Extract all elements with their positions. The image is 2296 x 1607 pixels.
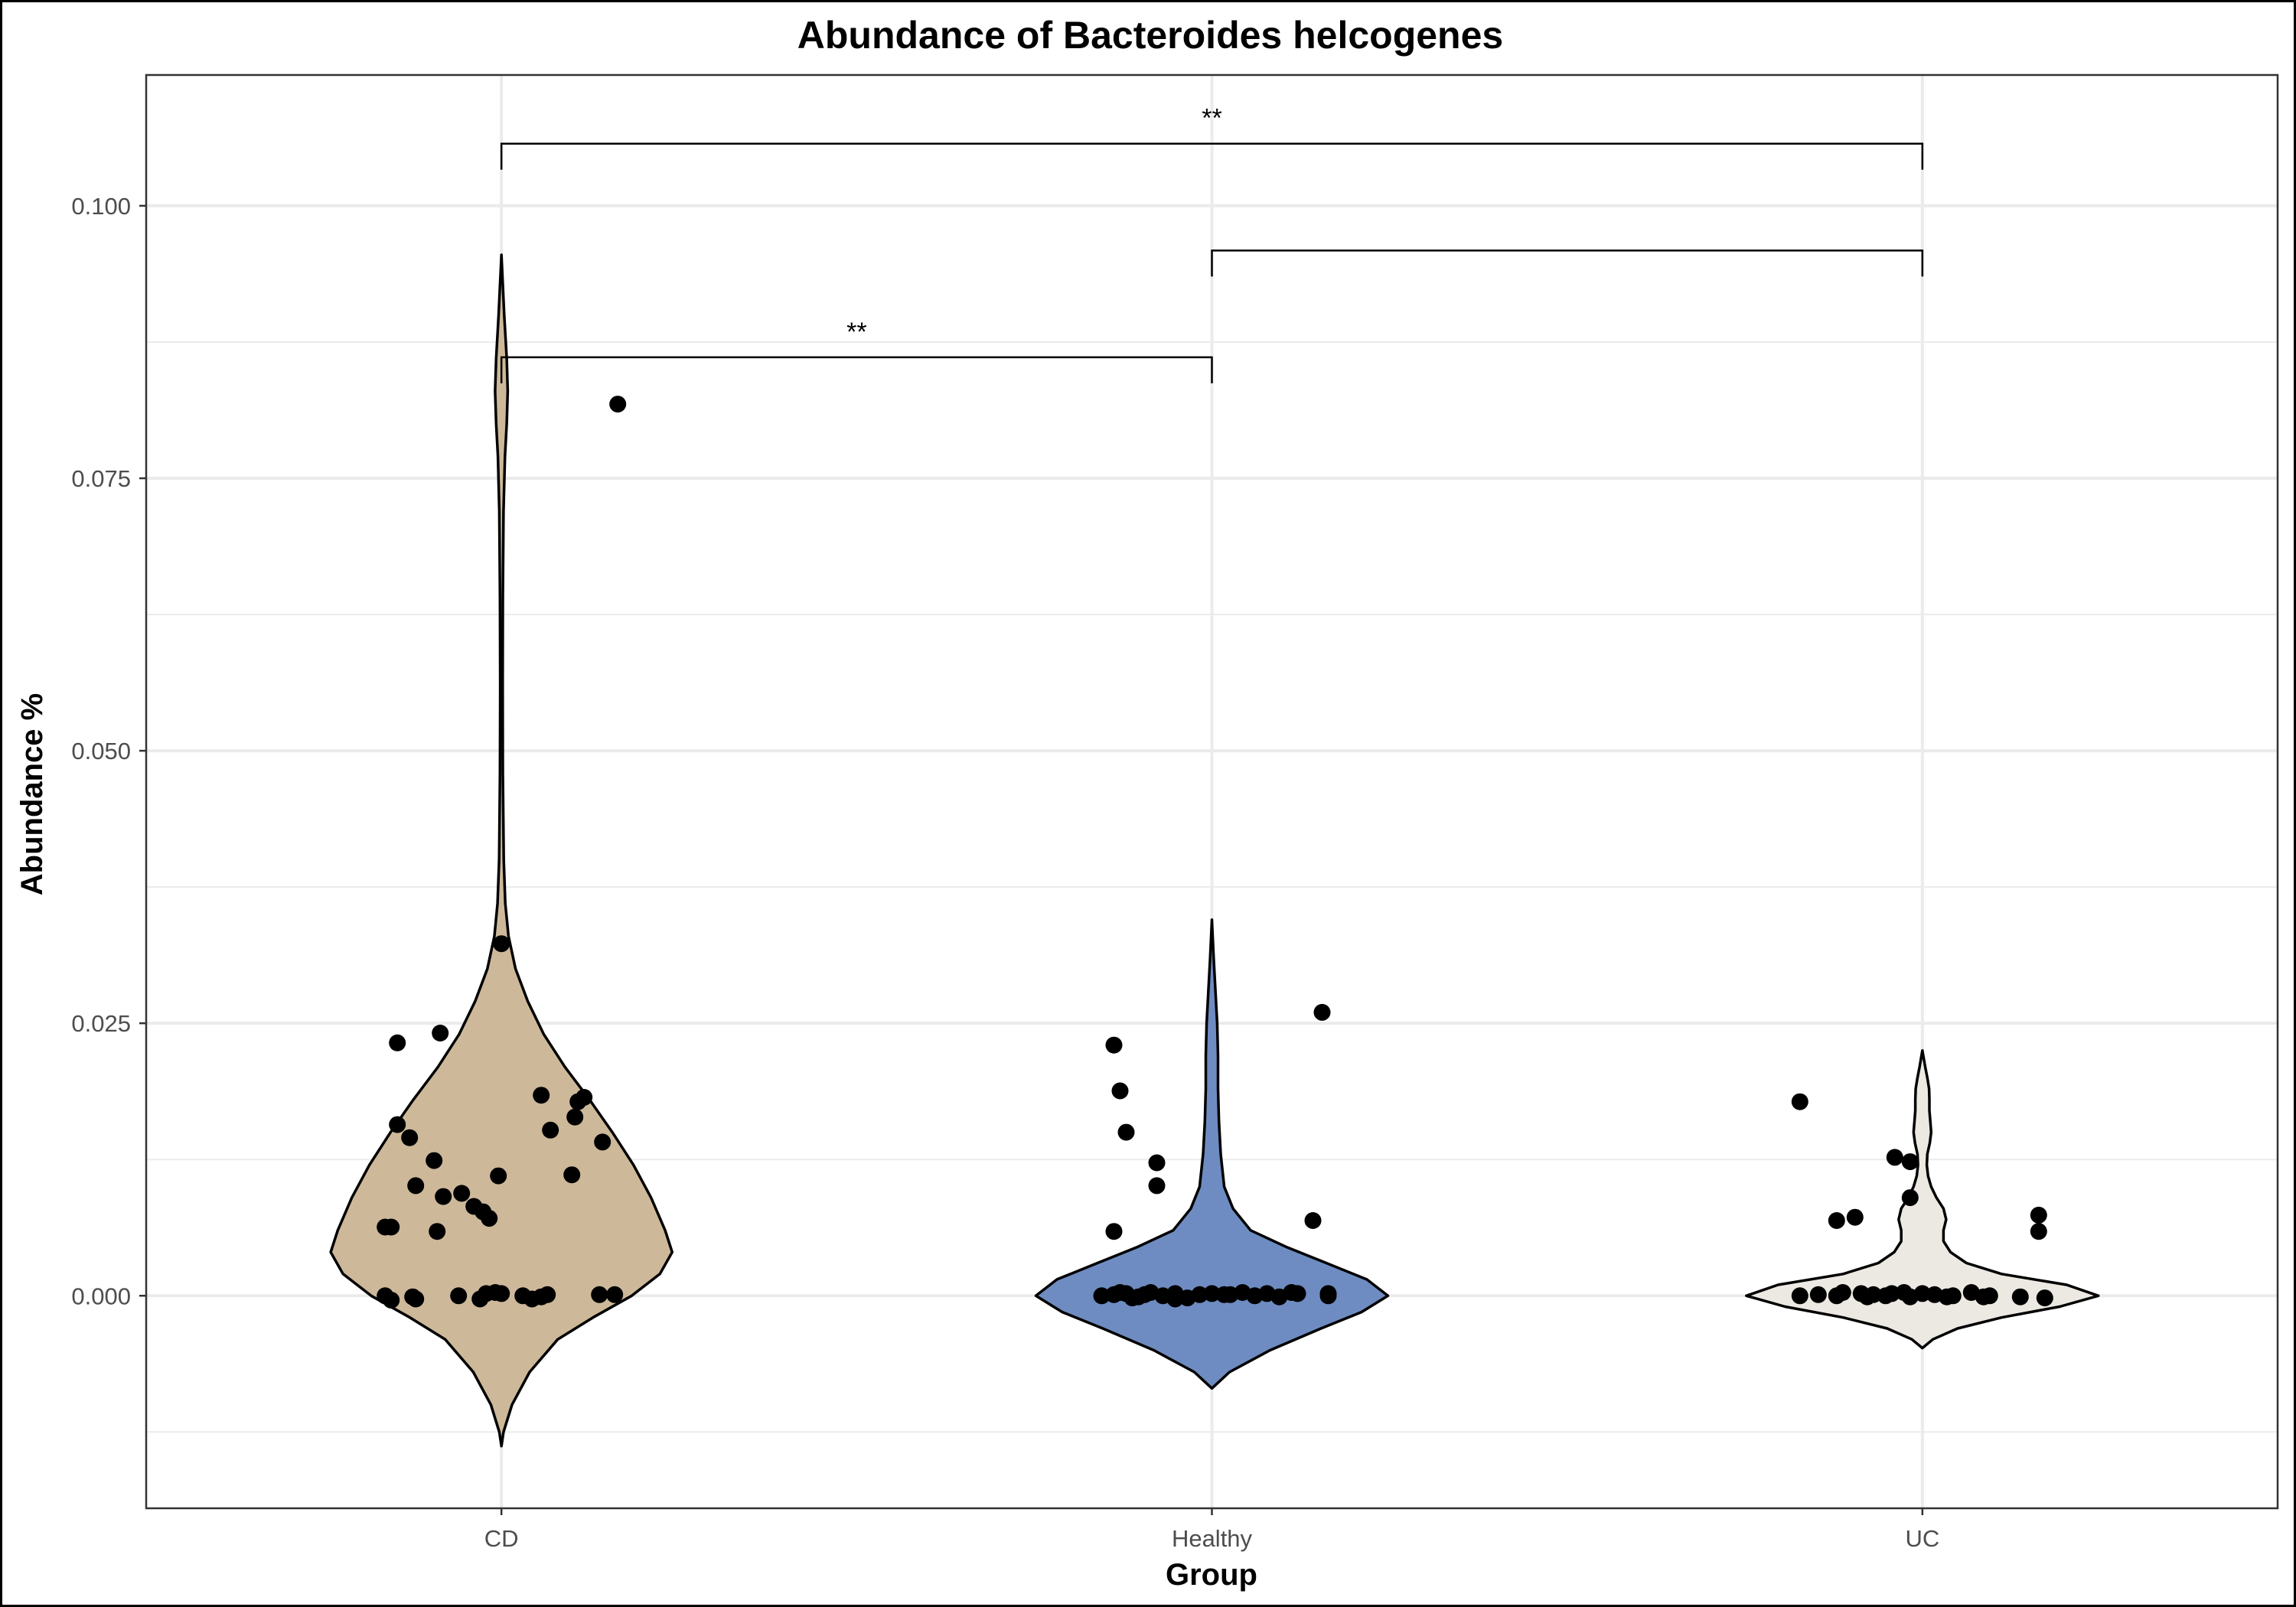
data-point-cd [563, 1166, 581, 1184]
data-point-cd [493, 1285, 510, 1302]
y-tick-label: 0.025 [71, 1010, 131, 1037]
data-point-uc [1834, 1284, 1851, 1301]
data-point-healthy [1319, 1285, 1337, 1302]
data-point-healthy [1166, 1290, 1184, 1308]
y-axis-title: Abundance % [15, 693, 49, 895]
bracket-line [1211, 249, 1924, 277]
significance-brackets: ** ** [500, 104, 1924, 383]
data-point-cd [435, 1188, 452, 1205]
data-point-cd [383, 1292, 400, 1309]
data-point-healthy [1093, 1287, 1110, 1305]
data-point-cd [450, 1287, 468, 1305]
data-point-uc [1791, 1287, 1808, 1305]
data-point-cd [389, 1116, 406, 1133]
data-point-uc [1858, 1288, 1876, 1305]
x-axis-title: Group [1166, 1558, 1257, 1592]
violins [329, 253, 2100, 1448]
data-point-cd [389, 1034, 406, 1051]
data-point-cd [594, 1133, 612, 1151]
data-point-uc [1913, 1285, 1931, 1302]
data-point-healthy [1191, 1286, 1208, 1303]
data-point-cd [493, 935, 510, 953]
data-point-healthy [1136, 1286, 1153, 1303]
data-point-cd [407, 1177, 425, 1195]
data-point-uc [2030, 1206, 2047, 1224]
data-point-uc [1791, 1093, 1808, 1110]
data-point-cd [539, 1286, 556, 1303]
chart-title: Abundance of Bacteroides helcogenes [797, 14, 1503, 57]
violin-healthy [1034, 918, 1390, 1390]
x-tick-label: Healthy [1172, 1525, 1253, 1552]
data-point-cd [566, 1108, 584, 1126]
data-point-uc [1981, 1287, 1998, 1305]
bracket-line [500, 356, 1213, 383]
data-point-cd [490, 1167, 507, 1185]
data-point-healthy [1105, 1223, 1123, 1240]
data-point-uc [2036, 1289, 2053, 1307]
data-point-cd [453, 1185, 471, 1202]
data-point-cd [404, 1288, 422, 1305]
data-point-healthy [1203, 1285, 1221, 1302]
data-point-cd [481, 1210, 498, 1227]
data-point-cd [606, 1286, 624, 1303]
data-point-uc [1944, 1287, 1962, 1305]
violin-uc [1745, 1049, 2100, 1350]
data-point-cd [432, 1025, 449, 1041]
significance-label: ** [846, 318, 866, 347]
significance-bracket: ** [500, 104, 1924, 170]
data-point-cd [401, 1129, 419, 1146]
data-point-cd [609, 396, 627, 413]
y-tick-label: 0.000 [71, 1283, 131, 1309]
data-point-uc [1883, 1285, 1900, 1302]
data-point-healthy [1111, 1082, 1129, 1100]
data-point-uc [2011, 1288, 2029, 1305]
data-point-cd [426, 1152, 443, 1169]
data-point-healthy [1148, 1154, 1166, 1172]
data-point-healthy [1148, 1177, 1166, 1195]
x-tick-label: UC [1905, 1525, 1939, 1552]
data-point-healthy [1117, 1123, 1135, 1141]
significance-bracket [1211, 249, 1924, 277]
data-point-healthy [1215, 1286, 1233, 1303]
significance-bracket: ** [500, 318, 1213, 383]
data-point-cd [533, 1087, 550, 1104]
data-point-cd [429, 1223, 446, 1240]
data-point-uc [1809, 1286, 1827, 1303]
violin-cd [329, 253, 674, 1448]
data-point-cd [591, 1286, 608, 1303]
data-point-uc [2030, 1223, 2047, 1240]
data-point-uc [1846, 1208, 1864, 1226]
data-point-uc [1828, 1212, 1845, 1229]
data-point-healthy [1105, 1036, 1123, 1054]
y-tick-label: 0.050 [71, 738, 131, 764]
axis-ticks: 0.000 0.025 0.050 0.075 0.100 CD Healthy UC [71, 193, 1939, 1552]
data-point-healthy [1313, 1003, 1331, 1021]
data-points [377, 396, 2053, 1309]
data-point-cd [383, 1218, 400, 1236]
significance-label: ** [1202, 104, 1221, 133]
y-tick-label: 0.100 [71, 193, 131, 220]
x-tick-label: CD [484, 1525, 519, 1552]
data-point-healthy [1304, 1212, 1322, 1229]
data-point-healthy [1289, 1285, 1306, 1302]
data-point-uc [1901, 1189, 1919, 1207]
data-point-uc [1901, 1153, 1919, 1171]
bracket-line [500, 142, 1924, 170]
y-tick-label: 0.075 [71, 465, 131, 492]
data-point-uc [1886, 1149, 1903, 1166]
data-point-cd [542, 1121, 559, 1139]
data-point-cd [576, 1089, 593, 1106]
